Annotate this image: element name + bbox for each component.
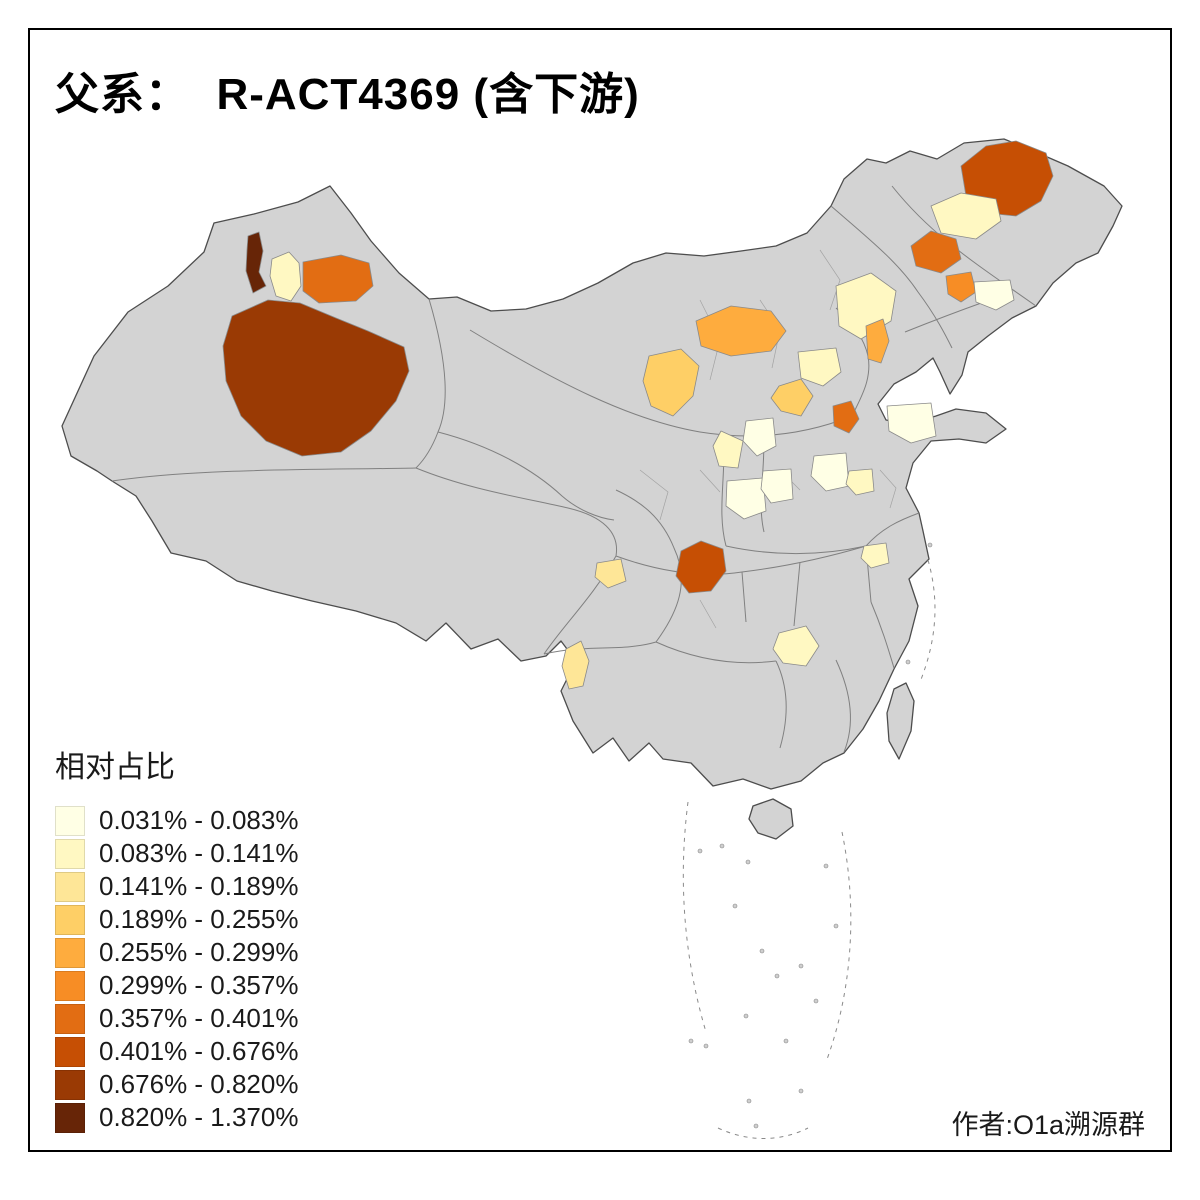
- legend-label: 0.357% - 0.401%: [99, 1003, 299, 1033]
- south-china-sea-dashes: [682, 559, 936, 1139]
- region-hubei: [860, 542, 890, 569]
- region-nenjiang-pale: [930, 192, 1002, 240]
- region-henan-a: [725, 477, 767, 520]
- legend-item: 0.031% - 0.083%: [55, 804, 298, 837]
- region-yunnan: [561, 640, 590, 690]
- region-hunan: [772, 625, 820, 667]
- region-shanxi-a: [742, 417, 777, 457]
- region-shanxi-b: [712, 430, 744, 469]
- legend-swatch: [55, 871, 85, 902]
- hainan-island: [748, 798, 794, 840]
- legend-item: 0.401% - 0.676%: [55, 1035, 298, 1068]
- south-china-sea-islands: [688, 542, 933, 1129]
- region-innermongolia-west: [642, 348, 700, 417]
- region-sichuan: [594, 558, 627, 589]
- region-shandong: [886, 402, 937, 444]
- region-jilin-west: [910, 230, 962, 274]
- legend-label: 0.031% - 0.083%: [99, 805, 299, 835]
- author-credit: 作者:O1a溯源群: [951, 1110, 1145, 1140]
- region-henan-b: [760, 468, 794, 504]
- legend-swatch: [55, 1069, 85, 1100]
- legend-swatch: [55, 937, 85, 968]
- legend-label: 0.141% - 0.189%: [99, 871, 299, 901]
- plot-frame: [28, 28, 1172, 1152]
- region-jilin-east: [945, 271, 977, 303]
- legend-label: 0.189% - 0.255%: [99, 904, 299, 934]
- legend-swatch: [55, 1102, 85, 1133]
- region-beijing: [832, 400, 860, 434]
- legend-swatch: [55, 1036, 85, 1067]
- legend-item: 0.820% - 1.370%: [55, 1101, 298, 1134]
- page-title: 父系： R-ACT4369 (含下游): [55, 70, 640, 119]
- legend-label: 0.401% - 0.676%: [99, 1036, 299, 1066]
- legend-item: 0.083% - 0.141%: [55, 837, 298, 870]
- legend-swatch: [55, 838, 85, 869]
- region-hebei-north: [770, 378, 814, 417]
- legend-title: 相对占比: [55, 751, 175, 784]
- region-innermongolia-center: [695, 305, 787, 357]
- region-south-xinjiang: [222, 299, 410, 457]
- legend-label: 0.676% - 0.820%: [99, 1069, 299, 1099]
- legend-item: 0.357% - 0.401%: [55, 1002, 298, 1035]
- legend-swatch: [55, 805, 85, 836]
- taiwan-island: [886, 682, 915, 760]
- region-harbin-east-pale: [973, 279, 1015, 311]
- legend-item: 0.255% - 0.299%: [55, 936, 298, 969]
- region-chongqing: [675, 540, 727, 594]
- legend-swatch: [55, 1003, 85, 1034]
- legend-label: 0.299% - 0.357%: [99, 970, 299, 1000]
- region-anhui: [845, 468, 875, 496]
- legend-swatch: [55, 970, 85, 1001]
- region-north-xinjiang-pale: [269, 251, 302, 302]
- legend: 相对占比 0.031% - 0.083% 0.083% - 0.141% 0.1…: [55, 742, 298, 1134]
- legend-label: 0.255% - 0.299%: [99, 937, 299, 967]
- region-zhangjiakou-pale: [797, 347, 842, 387]
- legend-item: 0.141% - 0.189%: [55, 870, 298, 903]
- legend-item: 0.299% - 0.357%: [55, 969, 298, 1002]
- legend-label: 0.083% - 0.141%: [99, 838, 299, 868]
- legend-label: 0.820% - 1.370%: [99, 1102, 299, 1132]
- region-hebei-south: [810, 452, 850, 492]
- legend-swatch: [55, 904, 85, 935]
- region-chifeng: [865, 318, 890, 364]
- legend-item: 0.676% - 0.820%: [55, 1068, 298, 1101]
- choropleth-regions: [222, 140, 1054, 690]
- region-tacheng: [302, 254, 374, 304]
- legend-item: 0.189% - 0.255%: [55, 903, 298, 936]
- region-north-xinjiang-dark: [245, 231, 267, 294]
